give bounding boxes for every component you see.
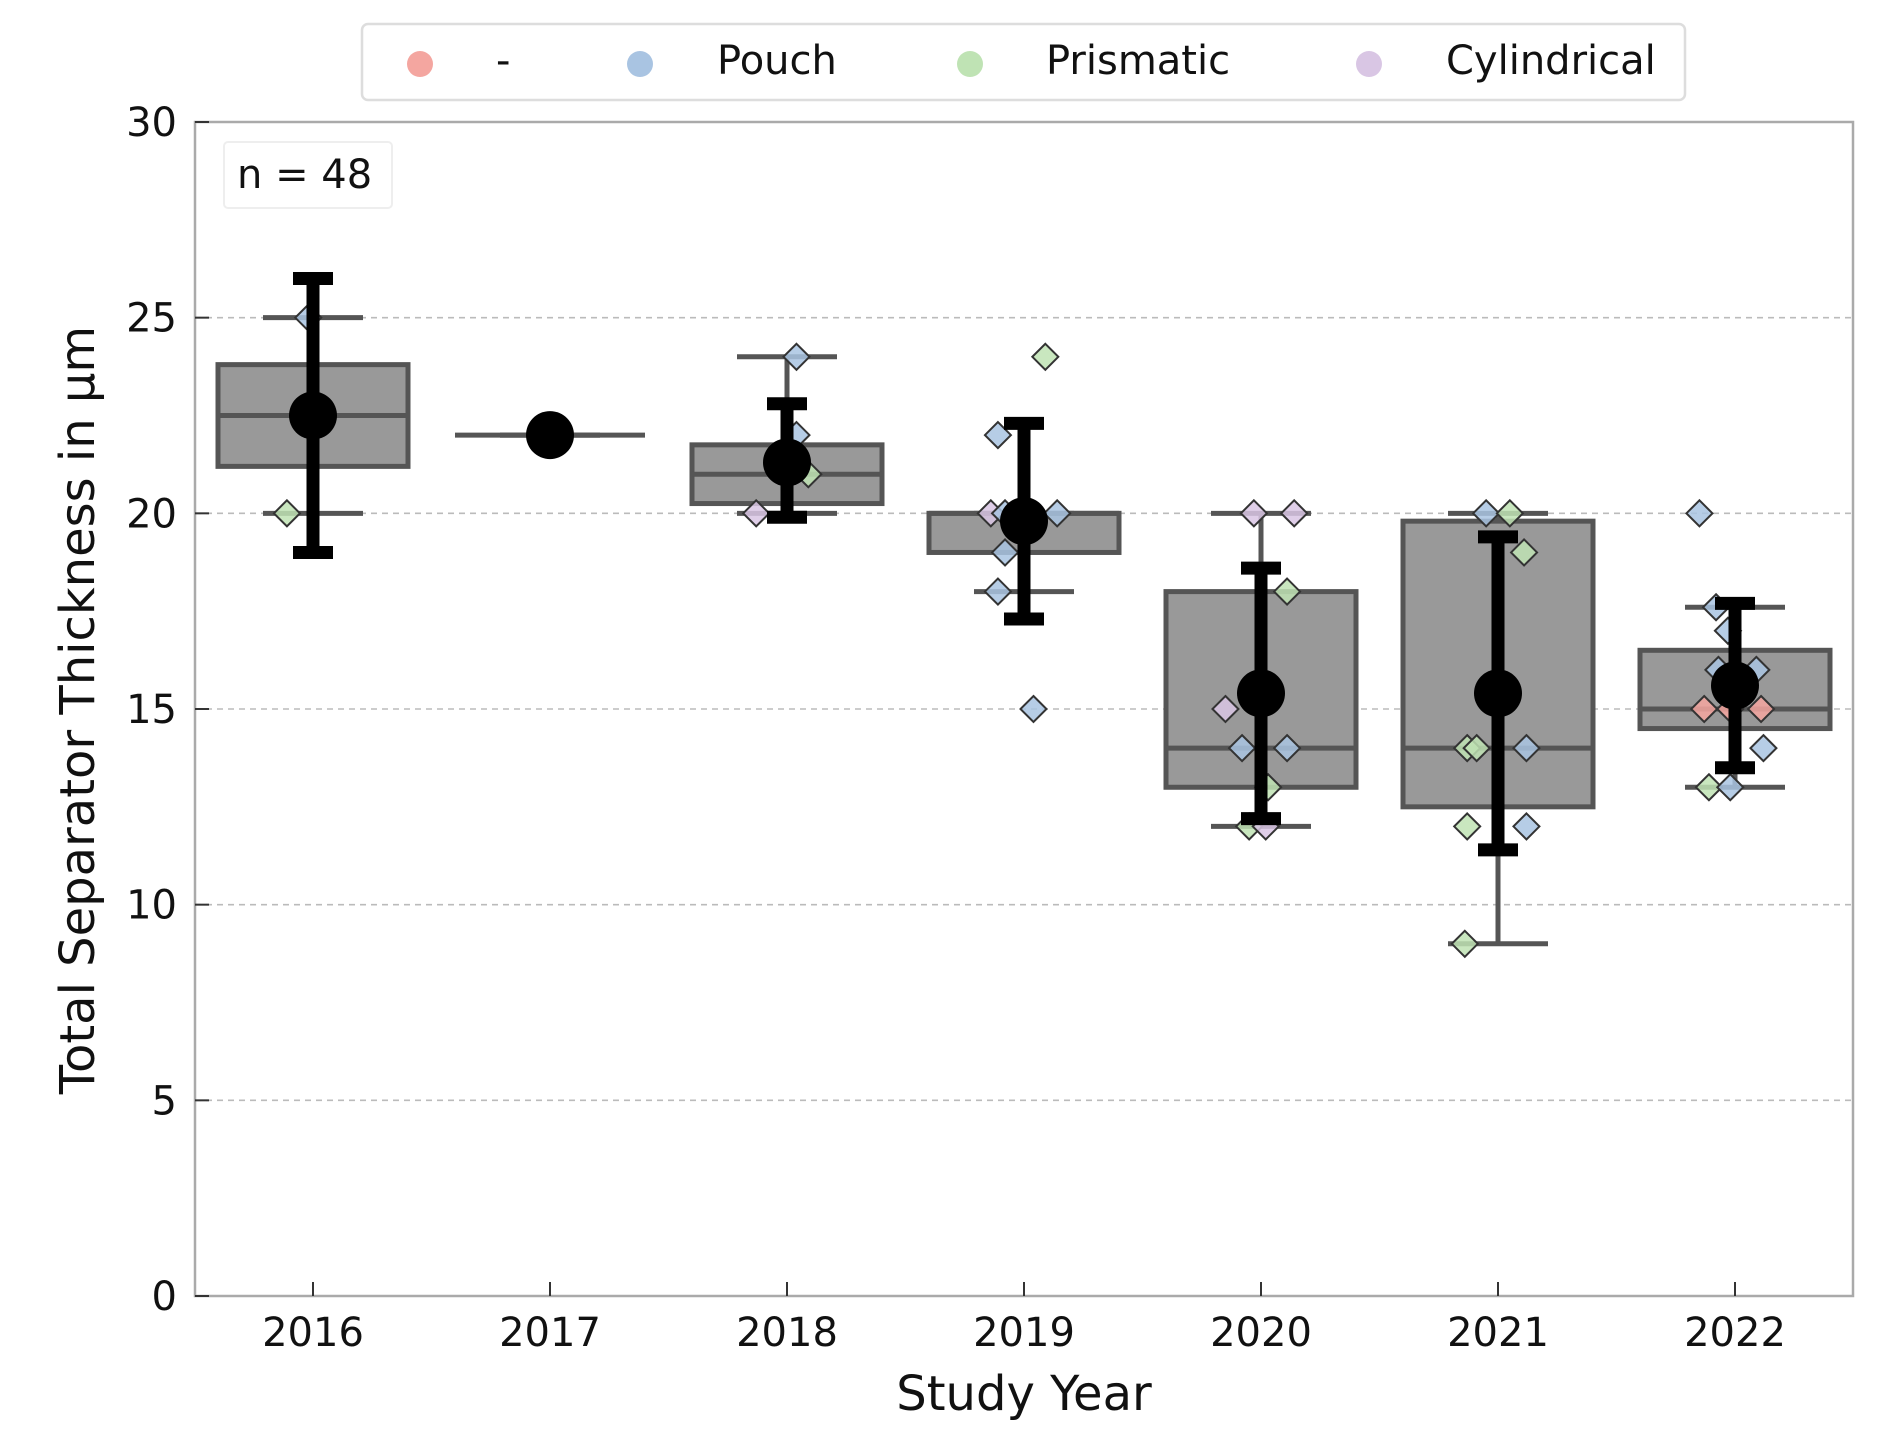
x-tick-label: 2022 <box>1684 1310 1786 1356</box>
data-point-diamond <box>272 498 302 528</box>
data-point-diamond <box>1279 498 1309 528</box>
data-point-diamond <box>1030 342 1060 372</box>
x-tick-label: 2017 <box>499 1310 601 1356</box>
data-point-diamond <box>1689 694 1719 724</box>
legend: - Pouch Prismatic Cylindrical <box>360 22 1687 102</box>
x-tick-label: 2016 <box>262 1310 364 1356</box>
y-tick-label: 5 <box>152 1078 177 1124</box>
data-point-diamond <box>1471 498 1501 528</box>
annotation-box <box>223 141 393 209</box>
x-tick-label: 2018 <box>736 1310 838 1356</box>
annotation-text: n = 48 <box>237 152 372 198</box>
legend-label-dash: - <box>496 38 510 84</box>
data-point-diamond <box>1452 811 1482 841</box>
y-axis-title: Total Separator Thickness in µm <box>50 326 106 1095</box>
data-point-diamond <box>782 342 811 372</box>
x-tick-label: 2020 <box>1210 1310 1312 1356</box>
data-point-diamond <box>1450 929 1480 959</box>
legend-frame <box>360 22 1687 102</box>
mean-marker <box>289 391 337 440</box>
data-point-diamond <box>1462 733 1492 763</box>
data-point-diamond <box>990 538 1020 567</box>
data-point-diamond <box>1512 733 1541 763</box>
legend-marker-dash <box>407 51 433 77</box>
legend-label-prismatic: Prismatic <box>1046 38 1230 84</box>
data-point-diamond <box>1509 538 1539 567</box>
data-point-diamond <box>983 577 1013 607</box>
data-point-diamond <box>1272 577 1302 607</box>
sample-size-annotation: n = 48 <box>223 141 393 209</box>
legend-label-pouch: Pouch <box>717 38 837 84</box>
y-tick-label: 0 <box>152 1274 177 1320</box>
mean-marker <box>1237 669 1285 718</box>
mean-marker <box>1474 669 1522 718</box>
y-tick-label: 25 <box>126 296 177 342</box>
axis-layer: 0 5 10 15 20 25 30 2016 2017 2018 2019 2020 2021 2022 <box>126 100 1786 1356</box>
x-tick-label: 2019 <box>973 1310 1075 1356</box>
data-point-diamond <box>1685 498 1714 528</box>
data-point-diamond <box>741 498 771 528</box>
mean-marker <box>526 411 574 460</box>
data-point-diamond <box>1239 498 1269 528</box>
box-layer <box>215 315 1833 947</box>
data-point-diamond <box>1495 498 1525 528</box>
y-tick-label: 20 <box>126 491 177 537</box>
data-point-diamond <box>1227 733 1257 763</box>
legend-label-cylindrical: Cylindrical <box>1446 38 1656 84</box>
y-tick-label: 15 <box>126 687 177 733</box>
data-point-diamond <box>1019 694 1048 724</box>
x-tick-label: 2021 <box>1447 1310 1549 1356</box>
data-point-diamond <box>1512 811 1541 841</box>
y-tick-label: 30 <box>126 100 177 146</box>
data-point-diamond <box>1746 694 1776 724</box>
data-point-diamond <box>1749 733 1778 763</box>
mean-marker <box>1000 497 1048 546</box>
mean-marker <box>763 438 811 487</box>
mean-marker <box>1711 661 1759 710</box>
data-point-diamond <box>1694 772 1724 802</box>
legend-marker-pouch <box>627 51 653 77</box>
mean-layer <box>289 272 1759 857</box>
legend-marker-cylindrical <box>1356 51 1382 77</box>
data-point-diamond <box>1272 733 1302 763</box>
data-point-diamond <box>1715 772 1745 802</box>
data-point-diamond <box>1211 694 1240 724</box>
y-tick-label: 10 <box>126 883 177 929</box>
legend-marker-prismatic <box>957 51 983 77</box>
data-point-diamond <box>1042 498 1072 528</box>
x-axis-title: Study Year <box>896 1366 1152 1422</box>
